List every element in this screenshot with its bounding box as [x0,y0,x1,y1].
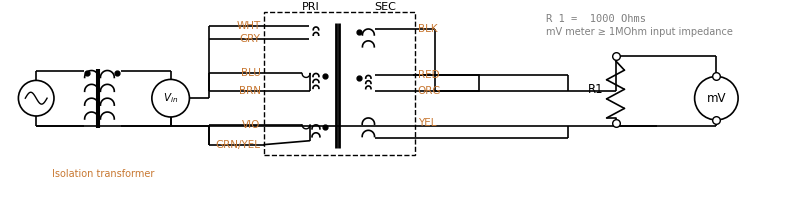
Text: mV: mV [706,92,726,105]
Text: SEC: SEC [374,2,396,12]
Text: VIO: VIO [242,120,261,130]
Text: $V_{in}$: $V_{in}$ [163,91,178,105]
Text: R1: R1 [588,83,603,96]
Text: YEL: YEL [418,118,436,128]
Text: WHT: WHT [236,21,261,31]
Text: GRN/YEL: GRN/YEL [216,140,261,150]
Text: RED: RED [418,70,439,80]
Text: GRY: GRY [240,34,261,44]
Text: BLU: BLU [241,68,261,79]
Bar [263,12,415,155]
Bar [434,76,479,91]
Text: ORG: ORG [418,86,442,96]
Text: Isolation transformer: Isolation transformer [52,169,154,179]
Text: BLK: BLK [418,24,438,34]
Text: BRN: BRN [238,86,261,96]
Text: mV meter ≥ 1MOhm input impedance: mV meter ≥ 1MOhm input impedance [546,27,733,37]
Text: PRI: PRI [302,2,320,12]
Text: R 1 =  1000 Ohms: R 1 = 1000 Ohms [546,14,646,24]
